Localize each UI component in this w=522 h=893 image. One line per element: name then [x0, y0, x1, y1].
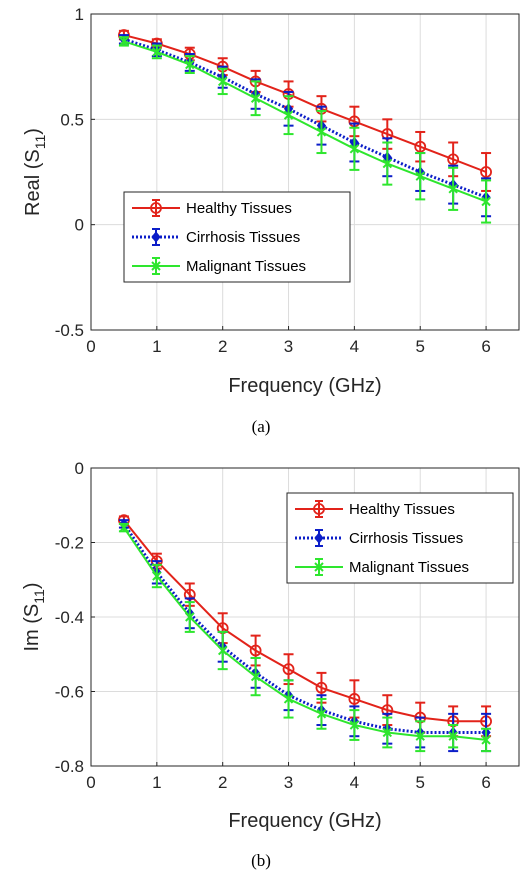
legend-marker [314, 562, 324, 572]
data-point [152, 47, 162, 57]
legend-marker [314, 532, 324, 544]
data-point [349, 144, 360, 154]
x-tick-label: 2 [218, 773, 227, 792]
data-point [348, 693, 361, 705]
y-tick-label: 1 [75, 5, 84, 24]
x-tick-label: 6 [481, 337, 490, 356]
legend-item: Healthy Tissues [132, 199, 292, 217]
data-point [283, 110, 294, 120]
data-point [250, 671, 261, 682]
legend-label: Malignant Tissues [186, 258, 306, 275]
data-point [119, 522, 129, 533]
panel-b-imag-s11: 0 1 2 3 4 5 6 -0.8 -0.6 -0.4 -0.2 0 Frequency (GHz)… [21, 459, 520, 870]
x-tick-label: 2 [218, 337, 227, 356]
data-point [382, 727, 393, 738]
legend-item: Cirrhosis Tissues [295, 529, 463, 547]
data-point [283, 694, 294, 704]
x-tick-label: 3 [284, 337, 293, 356]
data-point [152, 571, 162, 581]
legend-label: Cirrhosis Tissues [349, 530, 463, 547]
data-point [119, 36, 129, 47]
legend-item: Healthy Tissues [295, 500, 455, 518]
data-point [447, 153, 460, 166]
series-malignant-tissues [118, 522, 492, 753]
panel-caption: (a) [252, 417, 271, 436]
y-tick-label: -0.2 [55, 534, 84, 553]
x-axis-label: Frequency (GHz) [228, 375, 381, 397]
ticks: 0 1 2 3 4 5 6-0.500.51 [55, 5, 491, 356]
y-axis-label: Im (S11) [21, 583, 47, 652]
x-axis-label: Frequency (GHz) [228, 810, 381, 832]
data-point [414, 140, 427, 153]
data-point [481, 735, 491, 745]
x-tick-label: 0 [86, 337, 95, 356]
y-tick-label: -0.8 [55, 757, 84, 776]
legend-marker [313, 503, 325, 515]
data-point [250, 93, 261, 103]
series-line [123, 37, 487, 199]
legend-marker [151, 261, 161, 271]
y-tick-label: 0 [75, 459, 84, 478]
x-tick-label: 1 [152, 337, 161, 356]
x-tick-label: 3 [284, 773, 293, 792]
data-point [349, 720, 360, 730]
data-point [217, 76, 228, 87]
data-point [282, 663, 295, 676]
data-point [480, 166, 492, 178]
x-tick-label: 4 [350, 773, 359, 792]
series-group [118, 514, 492, 753]
series-line [122, 523, 487, 734]
legend-marker [151, 231, 161, 243]
legend-item: Malignant Tissues [132, 257, 306, 275]
x-tick-label: 0 [86, 773, 95, 792]
x-tick-label: 4 [350, 337, 359, 356]
legend-label: Malignant Tissues [349, 559, 469, 576]
data-point [382, 158, 393, 169]
data-point [217, 645, 228, 656]
data-point [481, 196, 491, 207]
legend-label: Healthy Tissues [349, 501, 455, 518]
series-line [123, 527, 487, 741]
y-tick-label: -0.5 [55, 321, 84, 340]
series-line [123, 40, 487, 203]
legend-marker [150, 202, 162, 214]
data-point [316, 709, 327, 719]
panel-a-real-s11: 0 1 2 3 4 5 6-0.500.51 Frequency (GHz) Real (S… [22, 5, 520, 436]
legend: Healthy Tissues Cirrhosis Tissues Malignan… [286, 492, 514, 584]
data-point [448, 184, 458, 194]
legend: Healthy Tissues Cirrhosis Tissues Malignan… [123, 191, 351, 283]
y-tick-label: -0.6 [55, 683, 84, 702]
y-tick-label: -0.4 [55, 608, 84, 627]
data-point [415, 171, 425, 181]
plot-area [91, 14, 519, 330]
data-point [415, 731, 425, 741]
legend-label: Cirrhosis Tissues [186, 229, 300, 246]
x-tick-label: 5 [415, 773, 424, 792]
y-tick-label: 0.5 [60, 110, 84, 129]
data-point [315, 681, 328, 694]
x-tick-label: 6 [481, 773, 490, 792]
legend-label: Healthy Tissues [186, 200, 292, 217]
axes-box [90, 13, 520, 331]
data-point [316, 127, 327, 137]
legend-item: Cirrhosis Tissues [132, 228, 300, 246]
legend-item: Malignant Tissues [295, 558, 469, 576]
data-point [448, 731, 458, 741]
ticks: 0 1 2 3 4 5 6 -0.8 -0.6 -0.4 -0.2 0 [55, 459, 491, 792]
y-tick-label: 0 [75, 216, 84, 235]
data-point [185, 59, 195, 70]
x-tick-label: 5 [415, 337, 424, 356]
series-group [118, 29, 492, 224]
data-point [185, 612, 195, 622]
panel-caption: (b) [251, 851, 271, 870]
data-point [249, 644, 262, 657]
x-tick-label: 1 [152, 773, 161, 792]
series-malignant-tissues [118, 36, 492, 224]
y-axis-label: Real (S11) [22, 128, 48, 216]
